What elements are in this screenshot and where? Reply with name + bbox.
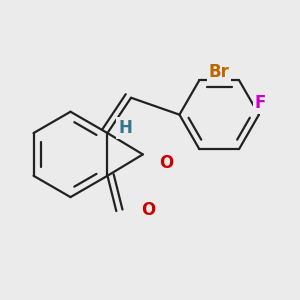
Text: F: F — [255, 94, 266, 112]
Text: H: H — [118, 119, 132, 137]
Text: O: O — [159, 154, 173, 172]
Text: O: O — [141, 201, 156, 219]
Text: Br: Br — [209, 63, 230, 81]
